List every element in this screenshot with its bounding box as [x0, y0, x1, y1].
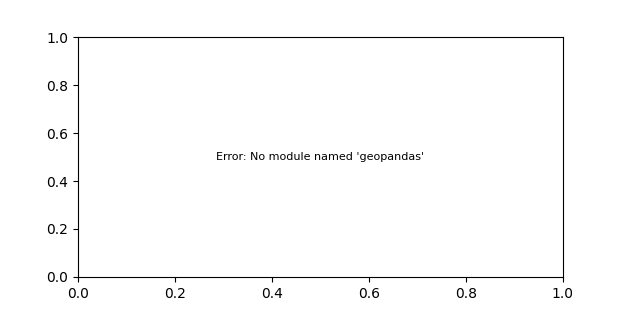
Text: Error: No module named 'geopandas': Error: No module named 'geopandas': [216, 152, 424, 162]
